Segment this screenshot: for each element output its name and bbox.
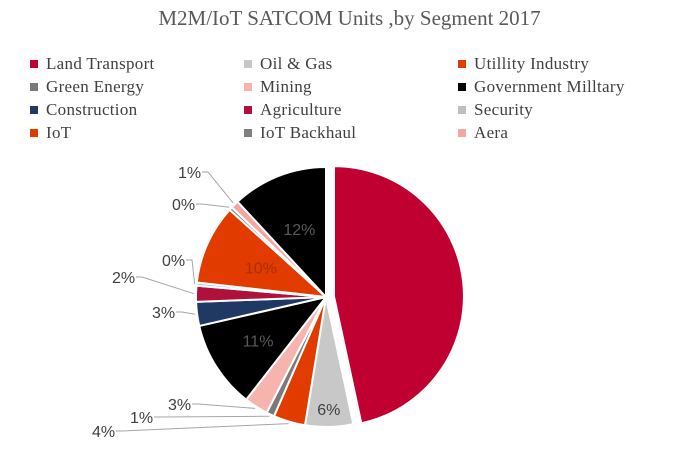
slice-label: 4% xyxy=(92,424,115,441)
pie-slice xyxy=(195,208,329,299)
legend-swatch xyxy=(244,59,252,68)
legend-label: Green Energy xyxy=(46,76,145,96)
legend-swatch xyxy=(30,59,38,68)
pie-slice xyxy=(198,295,329,402)
legend-item: IoT xyxy=(30,121,244,144)
legend-swatch xyxy=(458,128,466,137)
legend-label: IoT xyxy=(46,122,72,142)
legend-label: Oil & Gas xyxy=(260,53,333,73)
legend-item: Agriculture xyxy=(244,98,458,121)
legend-label: Land Transport xyxy=(46,53,155,73)
legend-label: Mining xyxy=(260,76,312,96)
legend-swatch xyxy=(458,105,466,114)
slice-label: 3% xyxy=(168,397,191,414)
slice-label: 6% xyxy=(317,402,340,419)
slice-label: 12% xyxy=(283,222,315,239)
legend-swatch xyxy=(244,82,252,91)
legend-label: IoT Backhaul xyxy=(260,122,357,142)
leader-line xyxy=(136,276,195,295)
legend-swatch xyxy=(30,82,38,91)
legend-swatch xyxy=(30,128,38,137)
legend-swatch xyxy=(30,105,38,114)
chart-legend: Land Transport Oil & Gas Utillity Industry… xyxy=(30,52,690,144)
legend-swatch xyxy=(458,82,466,91)
legend-item: Government Milltary xyxy=(458,75,690,98)
legend-label: Government Milltary xyxy=(474,76,625,96)
legend-item: Security xyxy=(458,98,690,121)
slice-label: 11% xyxy=(243,333,274,350)
leader-line xyxy=(196,203,230,208)
slice-label: 1% xyxy=(130,410,153,427)
slice-label: 2% xyxy=(112,270,135,287)
legend-item: Green Energy xyxy=(30,75,244,98)
slice-label: 0% xyxy=(172,197,195,214)
legend-label: Utillity Industry xyxy=(474,53,590,73)
slice-label: 1% xyxy=(178,165,201,182)
pie-slice xyxy=(236,165,327,300)
slice-label: 3% xyxy=(152,305,175,322)
legend-item: Land Transport xyxy=(30,52,244,75)
leader-line xyxy=(116,423,289,432)
leader-line xyxy=(176,311,196,315)
leader-line xyxy=(186,259,196,284)
legend-label: Security xyxy=(474,99,534,119)
pie-slice xyxy=(332,165,465,425)
slice-label: 10% xyxy=(245,261,277,278)
legend-label: Agriculture xyxy=(260,99,342,119)
chart-title: M2M/IoT SATCOM Units ,by Segment 2017 xyxy=(158,6,541,30)
legend-item: IoT Backhaul xyxy=(244,121,458,144)
legend-item: Utillity Industry xyxy=(458,52,690,75)
slice-label: 0% xyxy=(162,253,185,270)
legend-swatch xyxy=(244,105,252,114)
legend-label: Construction xyxy=(46,99,138,119)
legend-item: Oil & Gas xyxy=(244,52,458,75)
leader-line xyxy=(154,415,270,418)
slice-label: 47% xyxy=(389,282,421,299)
legend-swatch xyxy=(458,59,466,68)
leader-line xyxy=(202,171,234,204)
legend-swatch xyxy=(244,128,252,137)
legend-label: Aera xyxy=(474,122,509,142)
legend-item: Construction xyxy=(30,98,244,121)
legend-item: Mining xyxy=(244,75,458,98)
leader-line xyxy=(192,403,256,409)
legend-item: Aera xyxy=(458,121,690,144)
